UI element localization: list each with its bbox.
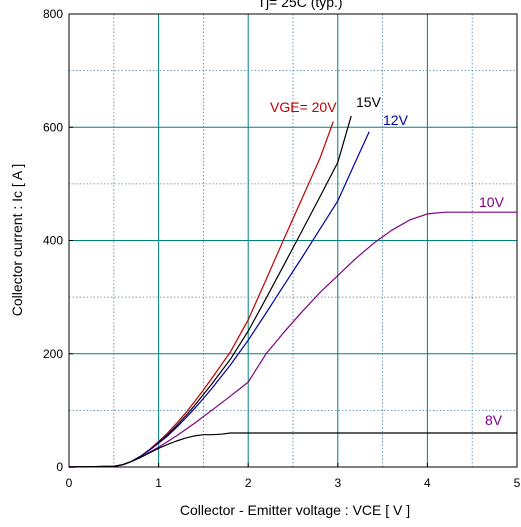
- x-axis-label: Collector - Emitter voltage : VCE [ V ]: [180, 502, 410, 518]
- series-label-12v: 12V: [383, 112, 409, 128]
- series-label-8v: 8V: [485, 412, 503, 428]
- x-tick-label: 2: [245, 476, 252, 490]
- grid: [69, 14, 517, 467]
- y-tick-label: 400: [43, 234, 63, 248]
- x-tick-label: 1: [155, 476, 162, 490]
- series-label-vge-20v: VGE= 20V: [270, 99, 337, 115]
- x-tick-label: 3: [334, 476, 341, 490]
- x-tick-label: 4: [424, 476, 431, 490]
- x-tick-label: 0: [66, 476, 73, 490]
- series-lines: [68, 115, 517, 468]
- series-labels: VGE= 20V 15V 12V 10V 8V: [270, 94, 505, 428]
- y-tick-label: 800: [43, 7, 63, 21]
- tick-labels: 0 1 2 3 4 5 0 200 400 600 800: [43, 7, 521, 490]
- y-tick-label: 600: [43, 120, 63, 134]
- series-label-15v: 15V: [356, 94, 382, 110]
- series-label-10v: 10V: [479, 194, 505, 210]
- series-line-8v: [68, 432, 517, 468]
- y-axis-label: Collector current : Ic [ A ]: [9, 164, 25, 317]
- y-tick-label: 0: [56, 460, 63, 474]
- y-tick-label: 200: [43, 347, 63, 361]
- chart-title: Tj= 25C (typ.): [257, 0, 342, 10]
- x-tick-label: 5: [514, 476, 521, 490]
